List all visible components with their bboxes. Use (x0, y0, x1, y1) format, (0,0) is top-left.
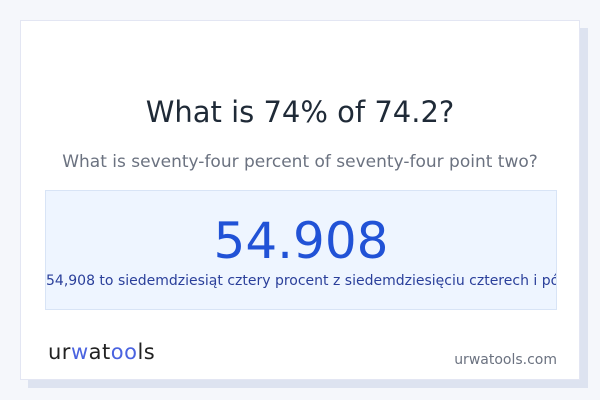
page-title: What is 74% of 74.2? (145, 95, 455, 129)
page-subtitle: What is seventy-four percent of seventy-… (62, 152, 538, 172)
result-value: 54.908 (213, 212, 389, 270)
result-box: 54.908 54,908 to siedemdziesiąt cztery p… (45, 190, 557, 310)
site-url: urwatools.com (454, 352, 557, 368)
result-words: 54,908 to siedemdziesiąt cztery procent … (46, 273, 557, 289)
result-card: What is 74% of 74.2? What is seventy-fou… (20, 20, 580, 380)
logo: urwatools (48, 340, 156, 364)
